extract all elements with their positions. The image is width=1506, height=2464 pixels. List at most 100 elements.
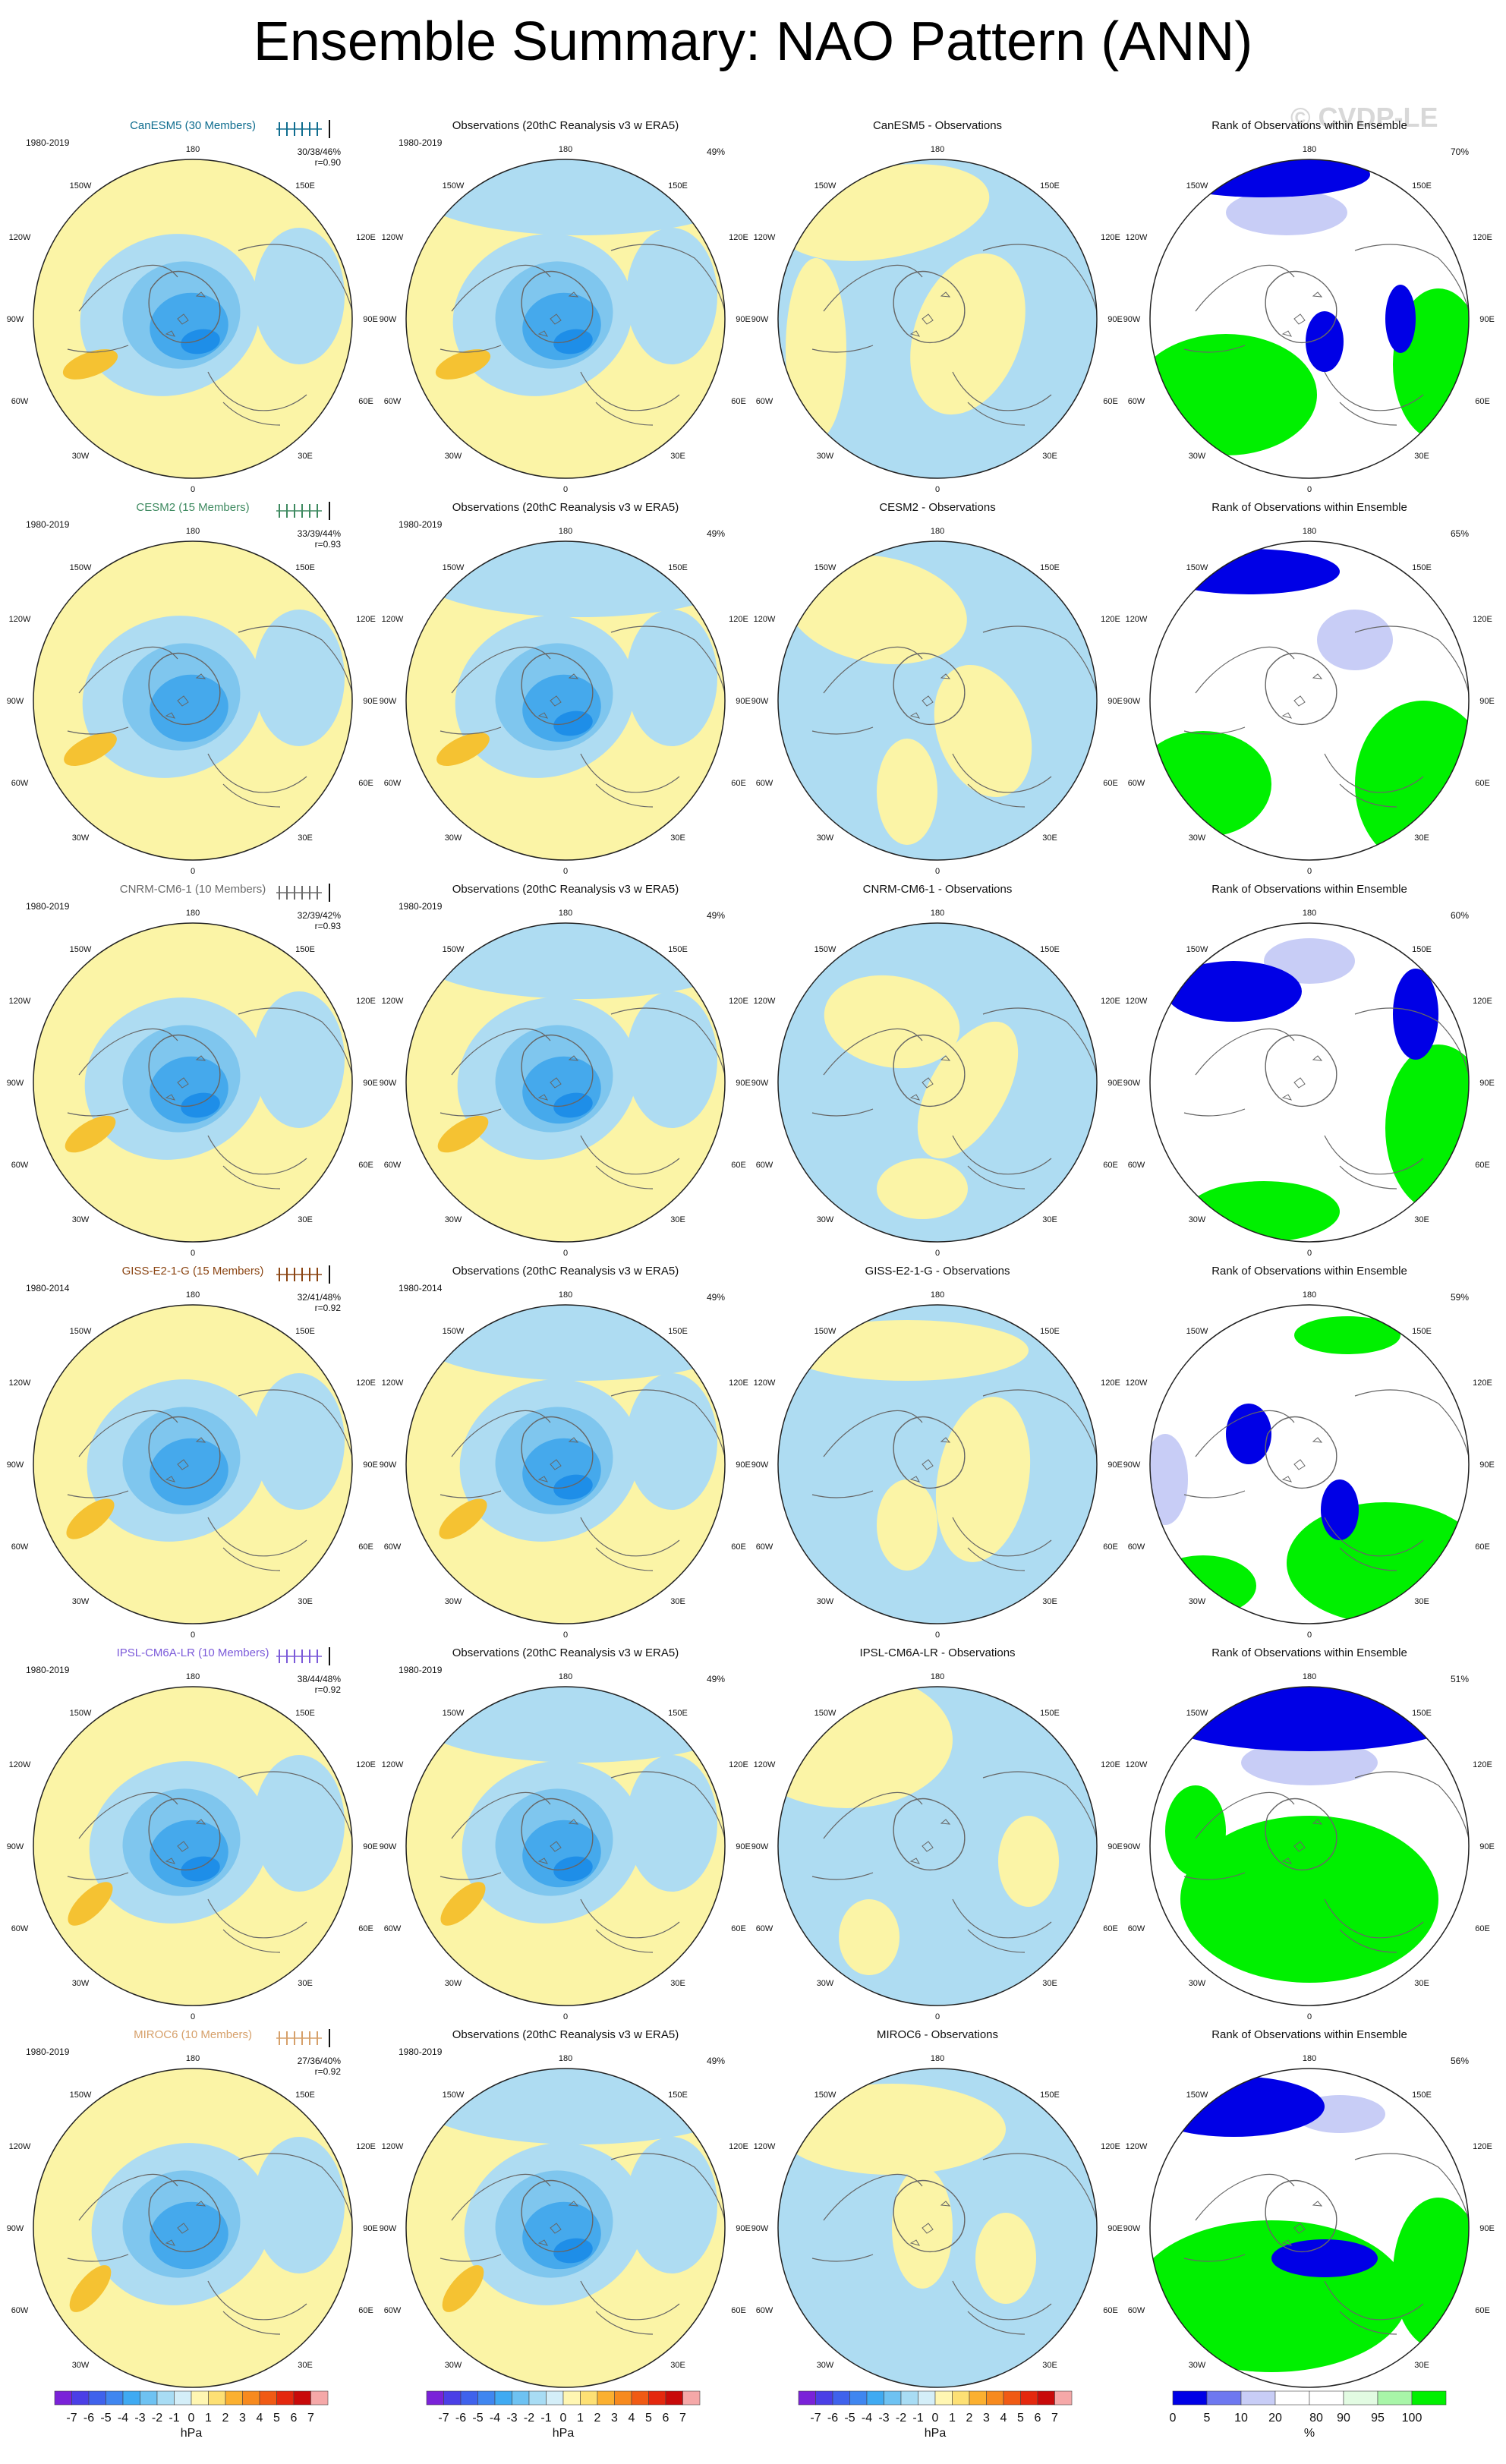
north-america-coastline — [67, 1028, 178, 1117]
colorbar-swatch — [546, 2390, 564, 2406]
colorbar-hpa-obs: -7 -6 -5 -4 -3 -2 -1 0 1 2 3 4 5 6 7 hPa — [426, 2390, 701, 2440]
lon-label-top: 180 — [186, 145, 200, 154]
colorbar-unit: hPa — [181, 2427, 203, 2440]
negative-contour-3 — [553, 329, 593, 354]
greenland-coastline — [893, 652, 966, 726]
lon-label-ul: 120W — [9, 233, 31, 242]
lon-label-ml: 90W — [751, 1460, 769, 1470]
colorbar-swatch — [494, 2390, 512, 2406]
lon-label-ur: 120E — [356, 233, 376, 242]
eurasia-coastline — [952, 1389, 1097, 1571]
lon-label-ul: 120W — [382, 615, 404, 624]
pacific-negative-lobe — [254, 2137, 345, 2273]
lon-label-top: 180 — [186, 909, 200, 918]
lon-label-br: 30E — [670, 1597, 685, 1606]
lon-label-bl: 30W — [1189, 1979, 1206, 1988]
map-fill — [33, 1687, 352, 2006]
difference-panel: 180 150W 150E 120W 120E 90W 90E 60W 60E 30W 30E 0 GI… — [751, 1265, 1123, 1640]
atlantic-positive-high — [68, 1882, 113, 1926]
colorbar-swatch — [631, 2390, 649, 2406]
eurasia-coastline — [952, 1007, 1097, 1189]
colorbar-tick-label: -1 — [169, 2412, 179, 2425]
map-fill — [778, 923, 1097, 1242]
eurasia-coastline — [580, 2153, 725, 2335]
lon-label-ml: 90W — [1123, 697, 1141, 706]
lon-label-ml: 90W — [1123, 1460, 1141, 1470]
model-pattern-panel: 180150W150E120W120E90W90E60W60E30W30E0MI… — [7, 2028, 378, 2403]
lon-label-ur: 120E — [1101, 2142, 1120, 2151]
north-america-coastline — [811, 1791, 923, 1880]
lon-label-ll: 60W — [384, 1924, 402, 1933]
greenland-coastline — [148, 2179, 221, 2253]
colorbar-swatch — [259, 2390, 277, 2406]
lon-label-ul: 120W — [1126, 615, 1148, 624]
lon-label-lr: 60E — [358, 397, 373, 406]
lon-label-ml: 90W — [380, 2224, 397, 2233]
rank-high-1 — [1150, 334, 1317, 455]
positive-region-2 — [917, 1021, 1019, 1159]
lon-label-top: 180 — [1303, 1290, 1316, 1300]
pattern-stats: 30/38/46% — [298, 147, 342, 157]
lon-label-ul: 120W — [754, 1760, 776, 1769]
lon-label-tr: 150E — [295, 1709, 315, 1718]
page-title: Ensemble Summary: NAO Pattern (ANN) — [253, 11, 1253, 72]
eurasia-coastline — [1324, 244, 1469, 426]
positive-region-1 — [786, 554, 967, 665]
model-title: CNRM-CM6-1 (10 Members) — [120, 883, 266, 896]
lon-label-ml: 90W — [7, 697, 24, 706]
lon-label-br: 30E — [1042, 2361, 1057, 2370]
lon-label-ur: 120E — [1473, 1760, 1492, 1769]
north-america-coastline — [1183, 1028, 1295, 1117]
colorbar-tick-label: 0 — [1170, 2412, 1177, 2425]
lon-label-top: 180 — [931, 1290, 944, 1300]
lon-label-tr: 150E — [295, 563, 315, 572]
lon-label-ll: 60W — [756, 779, 773, 788]
lon-label-ml: 90W — [751, 697, 769, 706]
colorbar-swatch — [1343, 2390, 1378, 2406]
atlantic-positive-high — [442, 2265, 484, 2312]
atlantic-positive-high — [437, 1115, 489, 1153]
variance-explained: 49% — [707, 2056, 725, 2066]
lon-label-mr: 90E — [1479, 2224, 1495, 2233]
arctic-islands — [537, 291, 579, 337]
model-title: MIROC6 (10 Members) — [134, 2028, 252, 2041]
colorbar-swatch — [443, 2390, 462, 2406]
lon-label-top: 180 — [559, 527, 572, 536]
rank-percentage: 51% — [1451, 1674, 1469, 1684]
ensemble-spread-icon — [276, 884, 330, 902]
difference-panel: 180 150W 150E 120W 120E 90W 90E 60W 60E 30W 30E 0 CN… — [751, 883, 1123, 1258]
lon-label-tr: 150E — [668, 945, 688, 954]
map-fill — [33, 2069, 352, 2387]
model-pattern-panel: 180 150W 150E 120W 120E 90W 90E 60W 60E 30W 30E 0 GI… — [7, 1265, 378, 1640]
lon-label-ll: 60W — [1128, 1161, 1145, 1170]
greenland-coastline — [1265, 1416, 1337, 1489]
lon-label-mr: 90E — [363, 1842, 378, 1851]
rank-low-mid-1 — [1226, 190, 1347, 235]
lon-label-ur: 120E — [356, 997, 376, 1006]
rank-high-1 — [1150, 731, 1271, 837]
lon-label-ur: 120E — [1473, 233, 1492, 242]
north-america-coastline — [440, 1791, 551, 1880]
difference-title: IPSL-CM6A-LR - Observations — [859, 1646, 1015, 1659]
lon-label-ul: 120W — [9, 2142, 31, 2151]
lon-label-tl: 150W — [814, 945, 836, 954]
eurasia-coastline — [207, 244, 352, 426]
lon-label-tr: 150E — [668, 563, 688, 572]
lon-label-lr: 60E — [731, 1542, 746, 1552]
colorbar-swatch — [191, 2390, 209, 2406]
greenland-coastline — [148, 652, 221, 726]
lon-label-ll: 60W — [11, 779, 29, 788]
lon-label-ml: 90W — [1123, 2224, 1141, 2233]
lon-label-bottom: 0 — [191, 1249, 195, 1258]
greenland-coastline — [521, 652, 594, 726]
colorbar-swatch — [460, 2390, 478, 2406]
lon-label-br: 30E — [670, 452, 685, 461]
difference-title: MIROC6 - Observations — [877, 2028, 998, 2041]
colorbar-swatch — [293, 2390, 311, 2406]
colorbar-swatch — [986, 2390, 1004, 2406]
colorbar-swatch — [528, 2390, 547, 2406]
pacific-negative-lobe — [626, 991, 717, 1128]
colorbar-swatch — [918, 2390, 936, 2406]
rank-low-1 — [1226, 1404, 1271, 1464]
lon-label-tr: 150E — [1040, 563, 1060, 572]
